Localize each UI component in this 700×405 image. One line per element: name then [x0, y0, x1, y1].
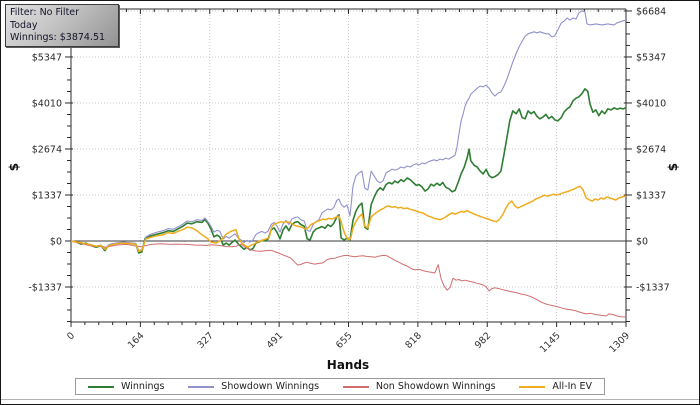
series-line-showdown-winnings: [70, 10, 627, 252]
legend-item-showdown-winnings: Showdown Winnings: [188, 382, 319, 392]
svg-text:982: 982: [473, 330, 494, 351]
svg-text:655: 655: [334, 330, 355, 351]
svg-text:$4010: $4010: [32, 99, 62, 110]
svg-text:0: 0: [65, 330, 77, 342]
svg-text:$: $: [7, 163, 21, 171]
svg-text:818: 818: [403, 330, 424, 351]
legend-label-winnings: Winnings: [121, 380, 165, 392]
svg-text:$0: $0: [636, 236, 648, 247]
legend-item-winnings: Winnings: [88, 382, 165, 392]
non-showdown-winnings-line-swatch: [342, 385, 369, 388]
legend-label-all-in-ev: All-In EV: [552, 380, 592, 392]
svg-text:$1337: $1337: [32, 190, 62, 201]
svg-text:$1337: $1337: [636, 190, 666, 201]
legend-label-non-showdown-winnings: Non Showdown Winnings: [375, 380, 496, 392]
svg-text:$5347: $5347: [32, 53, 62, 64]
series-line-non-showdown-winnings: [70, 240, 627, 318]
date-text: Today: [10, 19, 38, 31]
legend-item-all-in-ev: All-In EV: [519, 382, 592, 392]
showdown-winnings-line-swatch: [188, 385, 215, 388]
winnings-text: Winnings: $3874.51: [10, 32, 106, 43]
svg-text:$4010: $4010: [636, 99, 666, 110]
svg-text:164: 164: [126, 330, 147, 351]
svg-text:-$1337: -$1337: [28, 283, 62, 294]
svg-text:$5347: $5347: [636, 53, 666, 64]
svg-text:1145: 1145: [538, 330, 563, 355]
svg-text:$6684: $6684: [636, 6, 666, 17]
legend-label-showdown-winnings: Showdown Winnings: [221, 380, 320, 392]
filter-text: Filter: No Filter: [10, 7, 80, 18]
svg-text:327: 327: [195, 330, 216, 351]
legend-item-non-showdown-winnings: Non Showdown Winnings: [342, 380, 496, 392]
series-line-all-in-ev: [70, 185, 627, 253]
svg-text:491: 491: [265, 330, 286, 351]
svg-text:-$1337: -$1337: [636, 283, 670, 294]
svg-text:1309: 1309: [607, 330, 632, 355]
all-in-ev-line-swatch: [519, 385, 546, 388]
winnings-line-swatch: [88, 385, 114, 388]
svg-text:$2674: $2674: [32, 144, 62, 155]
series-line-winnings: [70, 88, 627, 254]
svg-text:$0: $0: [50, 236, 62, 247]
svg-text:$2674: $2674: [636, 144, 666, 155]
legend: Winnings Showdown Winnings Non Showdown …: [75, 378, 605, 395]
panel-bottom-edge: [1, 399, 699, 400]
svg-text:$: $: [666, 163, 680, 171]
info-box: Filter: No Filter Today Winnings: $3874.…: [5, 4, 119, 47]
x-axis-title: Hands: [326, 358, 370, 372]
